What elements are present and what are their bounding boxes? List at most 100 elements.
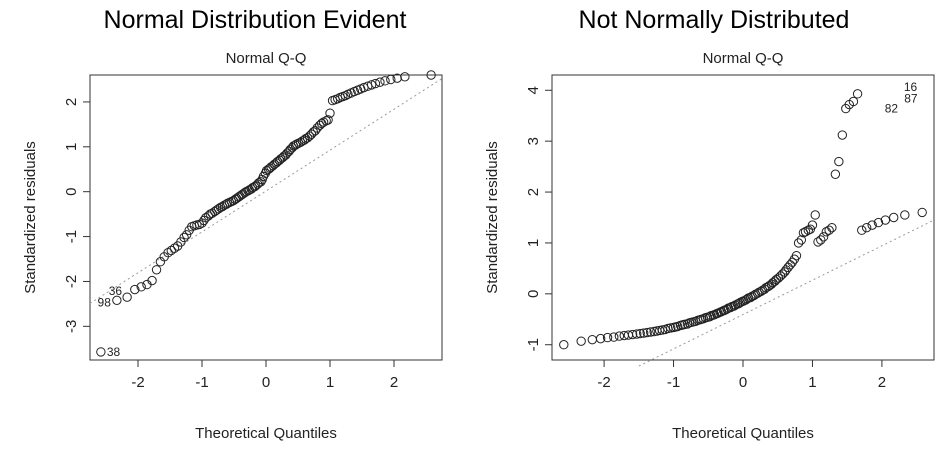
data-point: [813, 237, 823, 247]
data-point: [867, 220, 877, 230]
data-point: [873, 217, 884, 228]
qq-plot-right: Normal Q-Q -2 -1 0 1 2 -1 0 1 2 3 4 Theoretical Quan…: [484, 50, 935, 442]
x-axis-label: Theoretical Quantiles: [195, 425, 337, 442]
data-point: [638, 328, 649, 338]
outlier-label: 36: [109, 284, 123, 298]
x-tick-label: 1: [326, 374, 334, 391]
data-point: [258, 171, 269, 182]
data-point: [235, 191, 245, 201]
y-tick-label: 1: [525, 239, 542, 247]
data-point: [635, 328, 645, 339]
x-tick-label: -1: [195, 374, 208, 391]
data-point: [559, 340, 569, 350]
data-point: [614, 331, 625, 341]
data-point: [130, 284, 140, 295]
data-point: [426, 70, 436, 80]
data-point: [834, 156, 844, 167]
data-point: [787, 257, 798, 267]
data-point: [366, 80, 377, 90]
data-point: [800, 227, 811, 237]
outlier-label: 16: [904, 80, 918, 94]
x-tick-label: 2: [390, 374, 398, 391]
y-tick-label: 2: [525, 188, 542, 196]
data-point: [318, 117, 329, 127]
panel-heading: Normal Distribution Evident: [103, 6, 407, 34]
data-point: [297, 136, 308, 146]
y-tick-label: -2: [63, 275, 80, 288]
y-tick-label: 1: [63, 143, 80, 151]
y-tick-label: 0: [525, 290, 542, 298]
data-point: [816, 235, 826, 245]
data-point: [163, 248, 173, 258]
data-point: [827, 222, 837, 233]
data-point: [768, 277, 778, 288]
panel-heading: Not Normally Distributed: [578, 6, 850, 34]
y-tick-label: 4: [525, 86, 542, 94]
data-point: [824, 225, 834, 235]
data-point: [112, 295, 122, 306]
data-point: [256, 177, 266, 187]
x-tick-label: 2: [878, 374, 886, 391]
data-point: [323, 115, 333, 125]
data-point: [321, 116, 331, 126]
data-point: [370, 78, 381, 89]
data-point: [231, 193, 242, 204]
data-point: [169, 243, 180, 253]
x-tick-label: 0: [739, 374, 747, 391]
data-point: [340, 90, 351, 101]
data-point: [166, 245, 176, 256]
plot-title: Normal Q-Q: [703, 50, 784, 67]
plot-frame: [89, 74, 443, 361]
x-tick-label: 1: [808, 374, 816, 391]
data-point: [179, 232, 189, 243]
data-point: [830, 169, 841, 179]
data-point: [400, 72, 410, 82]
x-tick-label: -1: [667, 374, 680, 391]
data-point: [770, 276, 780, 286]
data-point: [796, 235, 807, 245]
y-tick-label: 0: [63, 188, 80, 196]
data-point: [151, 265, 162, 275]
y-tick-label: -1: [63, 230, 80, 243]
data-point: [793, 238, 804, 248]
y-tick-label: 2: [63, 98, 80, 106]
data-point: [576, 336, 586, 346]
data-point: [325, 108, 335, 118]
data-point: [380, 76, 390, 86]
data-point: [837, 130, 848, 140]
data-point: [602, 332, 613, 343]
outlier-label: 98: [98, 295, 112, 309]
plot-frame: [551, 74, 935, 361]
y-axis-label: Standardized residuals: [22, 141, 39, 294]
data-point: [282, 148, 292, 158]
data-point: [645, 327, 656, 337]
y-tick-label: -3: [63, 320, 80, 333]
y-tick-label: 3: [525, 137, 542, 145]
y-tick-label: -1: [525, 338, 542, 351]
data-point: [627, 329, 638, 340]
data-point: [122, 292, 132, 302]
reference-line: [638, 219, 935, 367]
data-point: [181, 230, 192, 240]
outlier-label: 82: [885, 102, 899, 116]
data-point: [228, 195, 239, 206]
outlier-label: 87: [904, 91, 918, 105]
data-point: [254, 178, 264, 188]
data-point: [609, 332, 619, 342]
x-axis-label: Theoretical Quantiles: [672, 425, 814, 442]
data-point: [279, 151, 289, 161]
data-point: [587, 334, 597, 345]
data-point: [386, 74, 396, 85]
data-point: [848, 96, 859, 107]
data-point: [857, 225, 867, 235]
qq-plot-panel-left: Normal Distribution Evident Normal Q-Q -2…: [0, 0, 473, 456]
x-tick-label: 0: [262, 374, 270, 391]
data-point: [147, 275, 157, 286]
outlier-label: 38: [107, 345, 121, 359]
data-point: [900, 210, 910, 220]
data-point: [96, 347, 106, 357]
data-point: [764, 280, 775, 291]
plot-title: Normal Q-Q: [226, 50, 307, 67]
data-point: [852, 89, 863, 99]
data-point: [642, 327, 652, 338]
